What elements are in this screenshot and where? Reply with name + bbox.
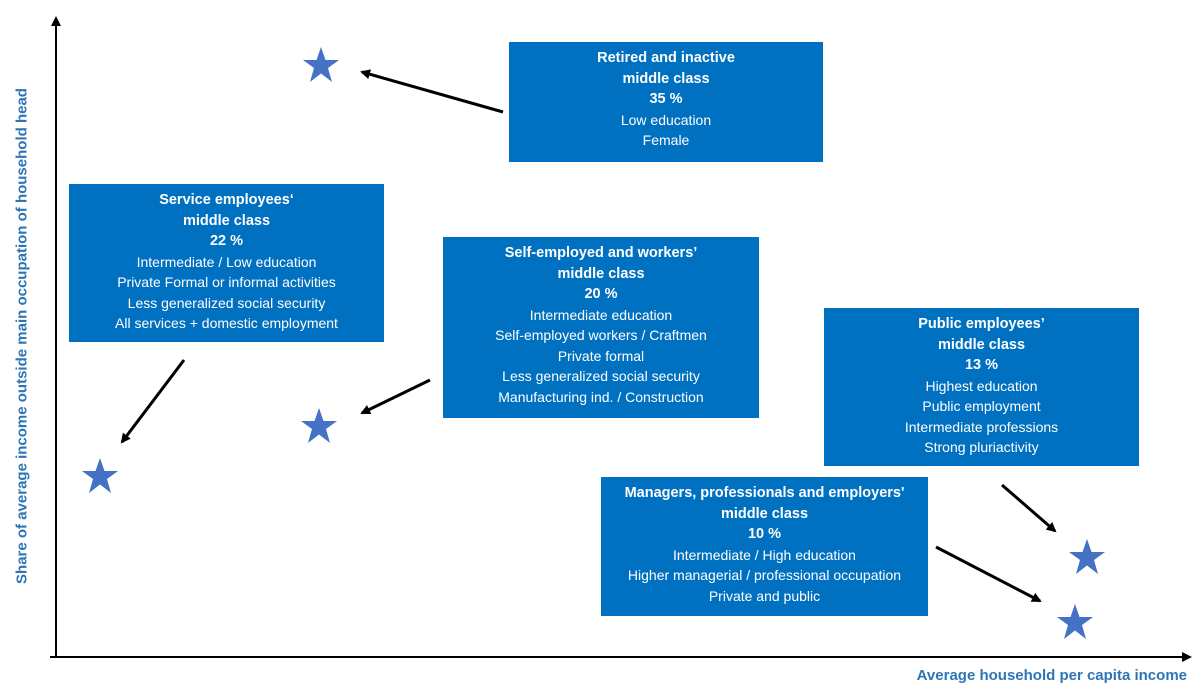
box-attribute: Low education: [620, 111, 712, 128]
box-title: middle class: [937, 336, 1026, 353]
box-share: 22 %: [209, 233, 244, 249]
box-attribute: Intermediate / High education: [673, 546, 856, 563]
box-attribute: Higher managerial / professional occupat…: [627, 567, 902, 583]
box-title: Service employees‘: [159, 192, 294, 208]
box-attribute: All services + domestic employment: [115, 315, 338, 331]
y-axis-label: Share of average income outside main occ…: [13, 88, 31, 584]
star: [1057, 604, 1093, 639]
box-attribute: Less generalized social security: [502, 368, 700, 384]
class-box: Managers, professionals and employers' mi…: [601, 477, 928, 616]
box-attribute: Intermediate professions: [904, 418, 1059, 435]
box-attribute: Public employment: [922, 398, 1041, 414]
arrow: [1001, 483, 1057, 533]
box-attribute: Private formal: [557, 347, 645, 364]
box-attribute: Strong pluriactivity: [924, 439, 1039, 455]
box-attribute: Self-employed workers / Craftmen: [495, 327, 707, 343]
star: [301, 408, 337, 443]
box-attribute: Intermediate / Low education: [136, 253, 317, 270]
star: [82, 458, 118, 493]
x-axis-label: Average household per capita income: [916, 667, 1187, 684]
box-share: 20 %: [584, 286, 618, 302]
star: [303, 47, 339, 82]
class-box: Service employees‘ middle class 22 % Interm…: [69, 184, 384, 342]
arrow: [935, 545, 1042, 603]
box-attribute: Highest education: [925, 377, 1038, 394]
box-title: Public employees’: [918, 316, 1045, 332]
class-box: Self-employed and workers’ middle class 20…: [443, 237, 759, 418]
box-share: 35 %: [649, 91, 683, 107]
box-title: middle class: [720, 505, 809, 522]
box-attribute: Private and public: [708, 587, 821, 604]
box-attribute: Private Formal or informal activities: [117, 274, 336, 290]
box-attribute: Female: [642, 132, 690, 148]
star: [1069, 539, 1105, 574]
box-share: 13 %: [964, 357, 999, 373]
arrow: [120, 359, 186, 444]
class-box: Retired and inactive middle class 35 % Low …: [509, 42, 823, 162]
box-title: middle class: [182, 212, 271, 229]
class-box: Public employees’ middle class 13 % Highest…: [824, 308, 1139, 466]
box-attribute: Manufacturing ind. / Construction: [498, 388, 704, 405]
box-title: Retired and inactive: [597, 50, 735, 66]
box-title: Managers, professionals and employers': [624, 485, 905, 501]
box-share: 10 %: [747, 526, 782, 542]
box-title: Self-employed and workers’: [504, 245, 698, 261]
box-attribute: Less generalized social security: [127, 294, 326, 311]
box-title: middle class: [622, 70, 710, 87]
box-attribute: Intermediate education: [529, 306, 673, 323]
arrow: [360, 378, 431, 415]
arrow: [360, 69, 504, 114]
box-title: middle class: [557, 265, 645, 282]
